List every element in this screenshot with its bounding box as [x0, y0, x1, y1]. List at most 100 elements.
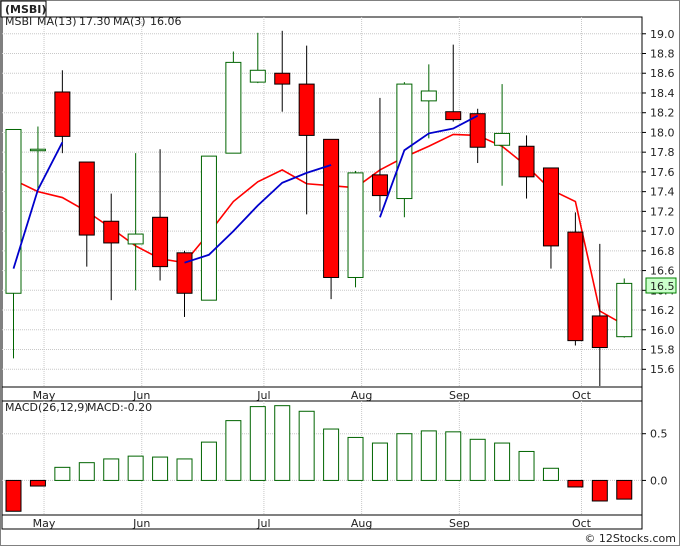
- macd-bar-negative: [616, 479, 633, 500]
- candle: [200, 155, 217, 301]
- month-tick-label: Jul: [256, 389, 270, 402]
- price-y-tick-label: 18.8: [650, 48, 675, 61]
- price-y-tick-label: 17.0: [650, 225, 675, 238]
- price-y-tick-label: 16.2: [650, 304, 675, 317]
- month-tick-label: Oct: [572, 517, 592, 530]
- candle: [494, 84, 511, 186]
- macd-bar-positive: [323, 428, 340, 481]
- macd-bar-positive: [469, 438, 486, 481]
- legend-ma3-label: MA(3): [113, 15, 146, 28]
- candle: [249, 32, 266, 84]
- price-y-tick-label: 15.6: [650, 363, 675, 376]
- candle-body-down: [152, 216, 169, 268]
- candle: [29, 126, 46, 189]
- macd-bars-group: [5, 405, 633, 512]
- price-y-tick-label: 18.2: [650, 107, 675, 120]
- macd-bar-positive: [494, 442, 511, 481]
- candle: [347, 170, 364, 288]
- candle-body-down: [323, 138, 340, 278]
- macd-value-label: MACD:-0.20: [87, 401, 152, 414]
- candle: [225, 51, 242, 154]
- candle: [567, 212, 584, 346]
- last-price-label: 16.5: [650, 280, 675, 293]
- x-axis-top: May Jun Jul Aug Sep Oct: [1, 386, 643, 402]
- x-axis-bottom: May Jun Jul Aug Sep Oct: [1, 514, 643, 530]
- ma3-line: [184, 164, 332, 264]
- candle-body-down: [298, 83, 315, 136]
- price-y-tick-label: 17.4: [650, 186, 675, 199]
- candle-body-down: [445, 111, 462, 121]
- candles-group: [5, 30, 633, 387]
- candle: [298, 45, 315, 215]
- candle: [371, 97, 388, 212]
- candle-body-up: [200, 155, 217, 301]
- legend-symbol: MSBI: [5, 15, 32, 28]
- candle: [469, 108, 486, 164]
- month-tick-label: Oct: [572, 389, 592, 402]
- candle-body-up: [29, 148, 46, 152]
- macd-bar-positive: [176, 458, 193, 481]
- legend-ma13-value: 17.30: [79, 15, 111, 28]
- price-panel-frame: [1, 16, 643, 388]
- macd-y-tick-label: 0.0: [650, 474, 668, 487]
- last-price-box: [645, 277, 677, 294]
- candle-body-down: [371, 174, 388, 197]
- candle-body-up: [347, 172, 364, 278]
- candle-body-down: [274, 72, 291, 85]
- month-tick-label: Sep: [449, 389, 470, 402]
- price-y-tick-label: 17.6: [650, 166, 675, 179]
- month-tick-label: Aug: [351, 517, 372, 530]
- watermark: © 12Stocks.com: [584, 532, 676, 545]
- candle-body-up: [396, 83, 413, 200]
- macd-y-tick-label: 0.5: [650, 428, 668, 441]
- price-y-tick-label: 17.8: [650, 146, 675, 159]
- macd-panel-frame: [1, 400, 643, 516]
- macd-bar-positive: [518, 450, 535, 481]
- macd-bar-positive: [249, 406, 266, 481]
- macd-bar-positive: [78, 462, 95, 481]
- candle-body-up: [420, 90, 437, 102]
- candle: [323, 138, 340, 300]
- macd-bar-positive: [298, 410, 315, 481]
- candle: [274, 30, 291, 112]
- legend-ma3-value: 16.06: [150, 15, 182, 28]
- candle: [542, 167, 559, 269]
- price-y-tick-label: 16.0: [650, 324, 675, 337]
- x-axis-bottom-band: [1, 514, 643, 530]
- macd-bar-positive: [200, 441, 217, 481]
- price-y-tick-label: 16.8: [650, 245, 675, 258]
- candle-body-up: [127, 233, 144, 245]
- candle: [78, 161, 95, 267]
- macd-bar-positive: [152, 456, 169, 481]
- candle-body-up: [249, 69, 266, 83]
- candle: [591, 243, 608, 387]
- price-y-tick-label: 18.0: [650, 126, 675, 139]
- price-y-tick-label: 16.6: [650, 265, 675, 278]
- candle: [103, 193, 120, 301]
- candle-body-up: [494, 132, 511, 146]
- candle: [54, 70, 71, 154]
- macd-bar-positive: [420, 430, 437, 481]
- macd-bar-positive: [542, 467, 559, 481]
- month-tick-label: Jun: [132, 517, 150, 530]
- candle-body-down: [591, 315, 608, 349]
- macd-bar-positive: [274, 405, 291, 481]
- month-tick-label: Sep: [449, 517, 470, 530]
- price-y-tick-label: 15.8: [650, 344, 675, 357]
- candle: [176, 250, 193, 317]
- month-tick-label: Jul: [256, 517, 270, 530]
- price-y-ticks: 15.615.816.016.216.416.616.817.017.217.4…: [642, 28, 675, 376]
- price-y-tick-label: 17.2: [650, 205, 675, 218]
- candle: [616, 278, 633, 338]
- candle: [518, 135, 535, 199]
- candle-body-down: [176, 252, 193, 294]
- month-tick-label: May: [33, 517, 56, 530]
- macd-label: MACD(26,12,9): [5, 401, 89, 414]
- candle-body-down: [567, 231, 584, 342]
- price-grid: [2, 17, 642, 387]
- macd-bar-positive: [127, 455, 144, 481]
- month-tick-label: May: [33, 389, 56, 402]
- candle: [420, 64, 437, 139]
- candle-body-down: [54, 91, 71, 137]
